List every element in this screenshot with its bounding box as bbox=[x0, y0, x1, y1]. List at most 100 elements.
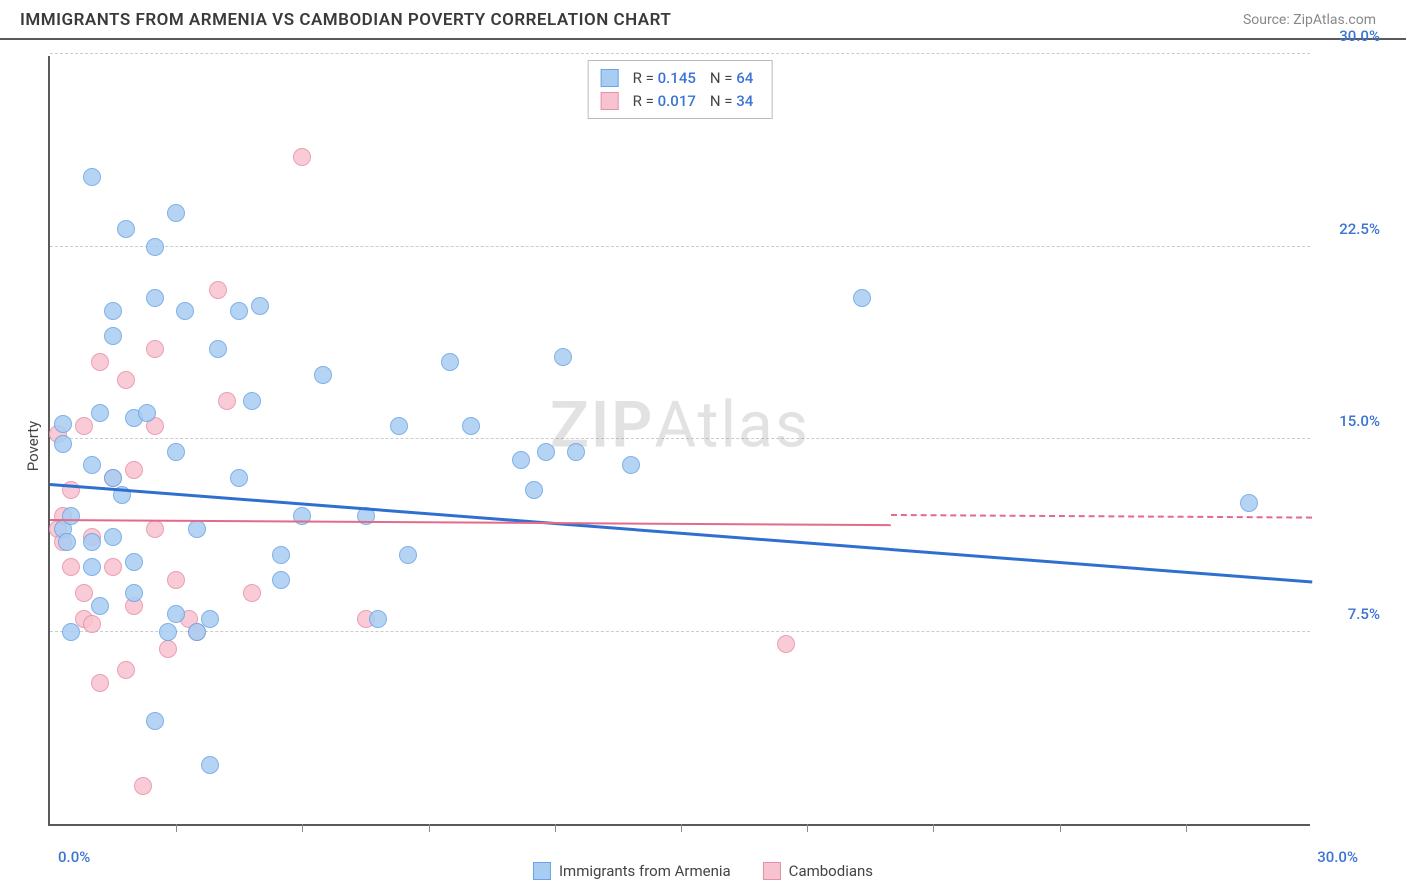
chart-source: Source: ZipAtlas.com bbox=[1243, 12, 1376, 28]
trend-line bbox=[50, 483, 1312, 583]
swatch-series-a-icon bbox=[533, 862, 551, 880]
data-point-armenia bbox=[188, 520, 206, 538]
data-point-armenia bbox=[83, 168, 101, 186]
data-point-armenia bbox=[58, 533, 76, 551]
data-point-armenia bbox=[441, 353, 459, 371]
grid-line bbox=[50, 631, 1310, 632]
data-point-cambodians bbox=[209, 281, 227, 299]
chart-header: IMMIGRANTS FROM ARMENIA VS CAMBODIAN POV… bbox=[0, 0, 1406, 40]
data-point-armenia bbox=[1240, 494, 1258, 512]
scatter-plot-area: ZIPAtlas R = 0.145 N = 64 R = 0.017 N = … bbox=[48, 56, 1310, 826]
data-point-armenia bbox=[390, 417, 408, 435]
swatch-series-a bbox=[601, 69, 619, 87]
data-point-armenia bbox=[125, 553, 143, 571]
data-point-armenia bbox=[167, 605, 185, 623]
data-point-armenia bbox=[104, 469, 122, 487]
legend-item-series-a: Immigrants from Armenia bbox=[533, 862, 731, 880]
data-point-cambodians bbox=[243, 584, 261, 602]
data-point-armenia bbox=[272, 546, 290, 564]
grid-line bbox=[50, 246, 1310, 247]
data-point-cambodians bbox=[104, 558, 122, 576]
data-point-cambodians bbox=[159, 640, 177, 658]
data-point-cambodians bbox=[75, 417, 93, 435]
data-point-cambodians bbox=[91, 674, 109, 692]
data-point-cambodians bbox=[167, 571, 185, 589]
y-tick-label: 7.5% bbox=[1320, 605, 1380, 623]
data-point-armenia bbox=[62, 623, 80, 641]
swatch-series-b bbox=[601, 92, 619, 110]
data-point-armenia bbox=[243, 392, 261, 410]
data-point-cambodians bbox=[117, 661, 135, 679]
data-point-armenia bbox=[176, 302, 194, 320]
swatch-series-b-icon bbox=[763, 862, 781, 880]
data-point-armenia bbox=[54, 415, 72, 433]
data-point-armenia bbox=[369, 610, 387, 628]
data-point-cambodians bbox=[62, 558, 80, 576]
y-tick-label: 22.5% bbox=[1320, 220, 1380, 238]
data-point-armenia bbox=[462, 417, 480, 435]
data-point-armenia bbox=[251, 297, 269, 315]
data-point-armenia bbox=[62, 507, 80, 525]
data-point-cambodians bbox=[117, 371, 135, 389]
grid-line bbox=[50, 438, 1310, 439]
data-point-armenia bbox=[853, 289, 871, 307]
data-point-cambodians bbox=[146, 520, 164, 538]
data-point-armenia bbox=[146, 238, 164, 256]
data-point-armenia bbox=[209, 340, 227, 358]
data-point-armenia bbox=[83, 558, 101, 576]
stats-row-series-b: R = 0.017 N = 34 bbox=[601, 90, 754, 113]
x-min-label: 0.0% bbox=[58, 848, 90, 866]
data-point-armenia bbox=[537, 443, 555, 461]
data-point-armenia bbox=[146, 712, 164, 730]
data-point-armenia bbox=[125, 584, 143, 602]
trend-line bbox=[50, 519, 891, 526]
data-point-armenia bbox=[554, 348, 572, 366]
stats-row-series-a: R = 0.145 N = 64 bbox=[601, 67, 754, 90]
series-legend: Immigrants from Armenia Cambodians bbox=[533, 862, 873, 880]
data-point-cambodians bbox=[75, 584, 93, 602]
data-point-armenia bbox=[104, 327, 122, 345]
data-point-armenia bbox=[622, 456, 640, 474]
data-point-cambodians bbox=[777, 635, 795, 653]
data-point-armenia bbox=[167, 204, 185, 222]
data-point-armenia bbox=[83, 456, 101, 474]
data-point-cambodians bbox=[134, 777, 152, 795]
data-point-armenia bbox=[230, 469, 248, 487]
data-point-armenia bbox=[104, 528, 122, 546]
data-point-cambodians bbox=[125, 461, 143, 479]
data-point-armenia bbox=[399, 546, 417, 564]
y-axis-label: Poverty bbox=[24, 421, 42, 471]
data-point-cambodians bbox=[218, 392, 236, 410]
trend-line-extrapolated bbox=[891, 514, 1312, 519]
data-point-armenia bbox=[91, 404, 109, 422]
data-point-armenia bbox=[138, 404, 156, 422]
legend-item-series-b: Cambodians bbox=[763, 862, 873, 880]
data-point-armenia bbox=[512, 451, 530, 469]
chart-title: IMMIGRANTS FROM ARMENIA VS CAMBODIAN POV… bbox=[20, 10, 671, 30]
data-point-armenia bbox=[167, 443, 185, 461]
data-point-armenia bbox=[91, 597, 109, 615]
data-point-armenia bbox=[83, 533, 101, 551]
data-point-armenia bbox=[525, 481, 543, 499]
data-point-cambodians bbox=[293, 148, 311, 166]
data-point-armenia bbox=[54, 435, 72, 453]
data-point-armenia bbox=[117, 220, 135, 238]
data-point-cambodians bbox=[91, 353, 109, 371]
y-tick-label: 30.0% bbox=[1320, 27, 1380, 45]
data-point-cambodians bbox=[83, 615, 101, 633]
data-point-armenia bbox=[272, 571, 290, 589]
data-point-armenia bbox=[201, 756, 219, 774]
data-point-armenia bbox=[567, 443, 585, 461]
data-point-armenia bbox=[314, 366, 332, 384]
data-point-armenia bbox=[146, 289, 164, 307]
data-point-armenia bbox=[230, 302, 248, 320]
data-point-armenia bbox=[159, 623, 177, 641]
x-max-label: 30.0% bbox=[1317, 848, 1358, 866]
watermark: ZIPAtlas bbox=[550, 387, 810, 462]
data-point-armenia bbox=[201, 610, 219, 628]
y-tick-label: 15.0% bbox=[1320, 412, 1380, 430]
data-point-cambodians bbox=[146, 340, 164, 358]
grid-line bbox=[50, 53, 1310, 54]
data-point-armenia bbox=[104, 302, 122, 320]
correlation-stats-box: R = 0.145 N = 64 R = 0.017 N = 34 bbox=[588, 60, 773, 119]
